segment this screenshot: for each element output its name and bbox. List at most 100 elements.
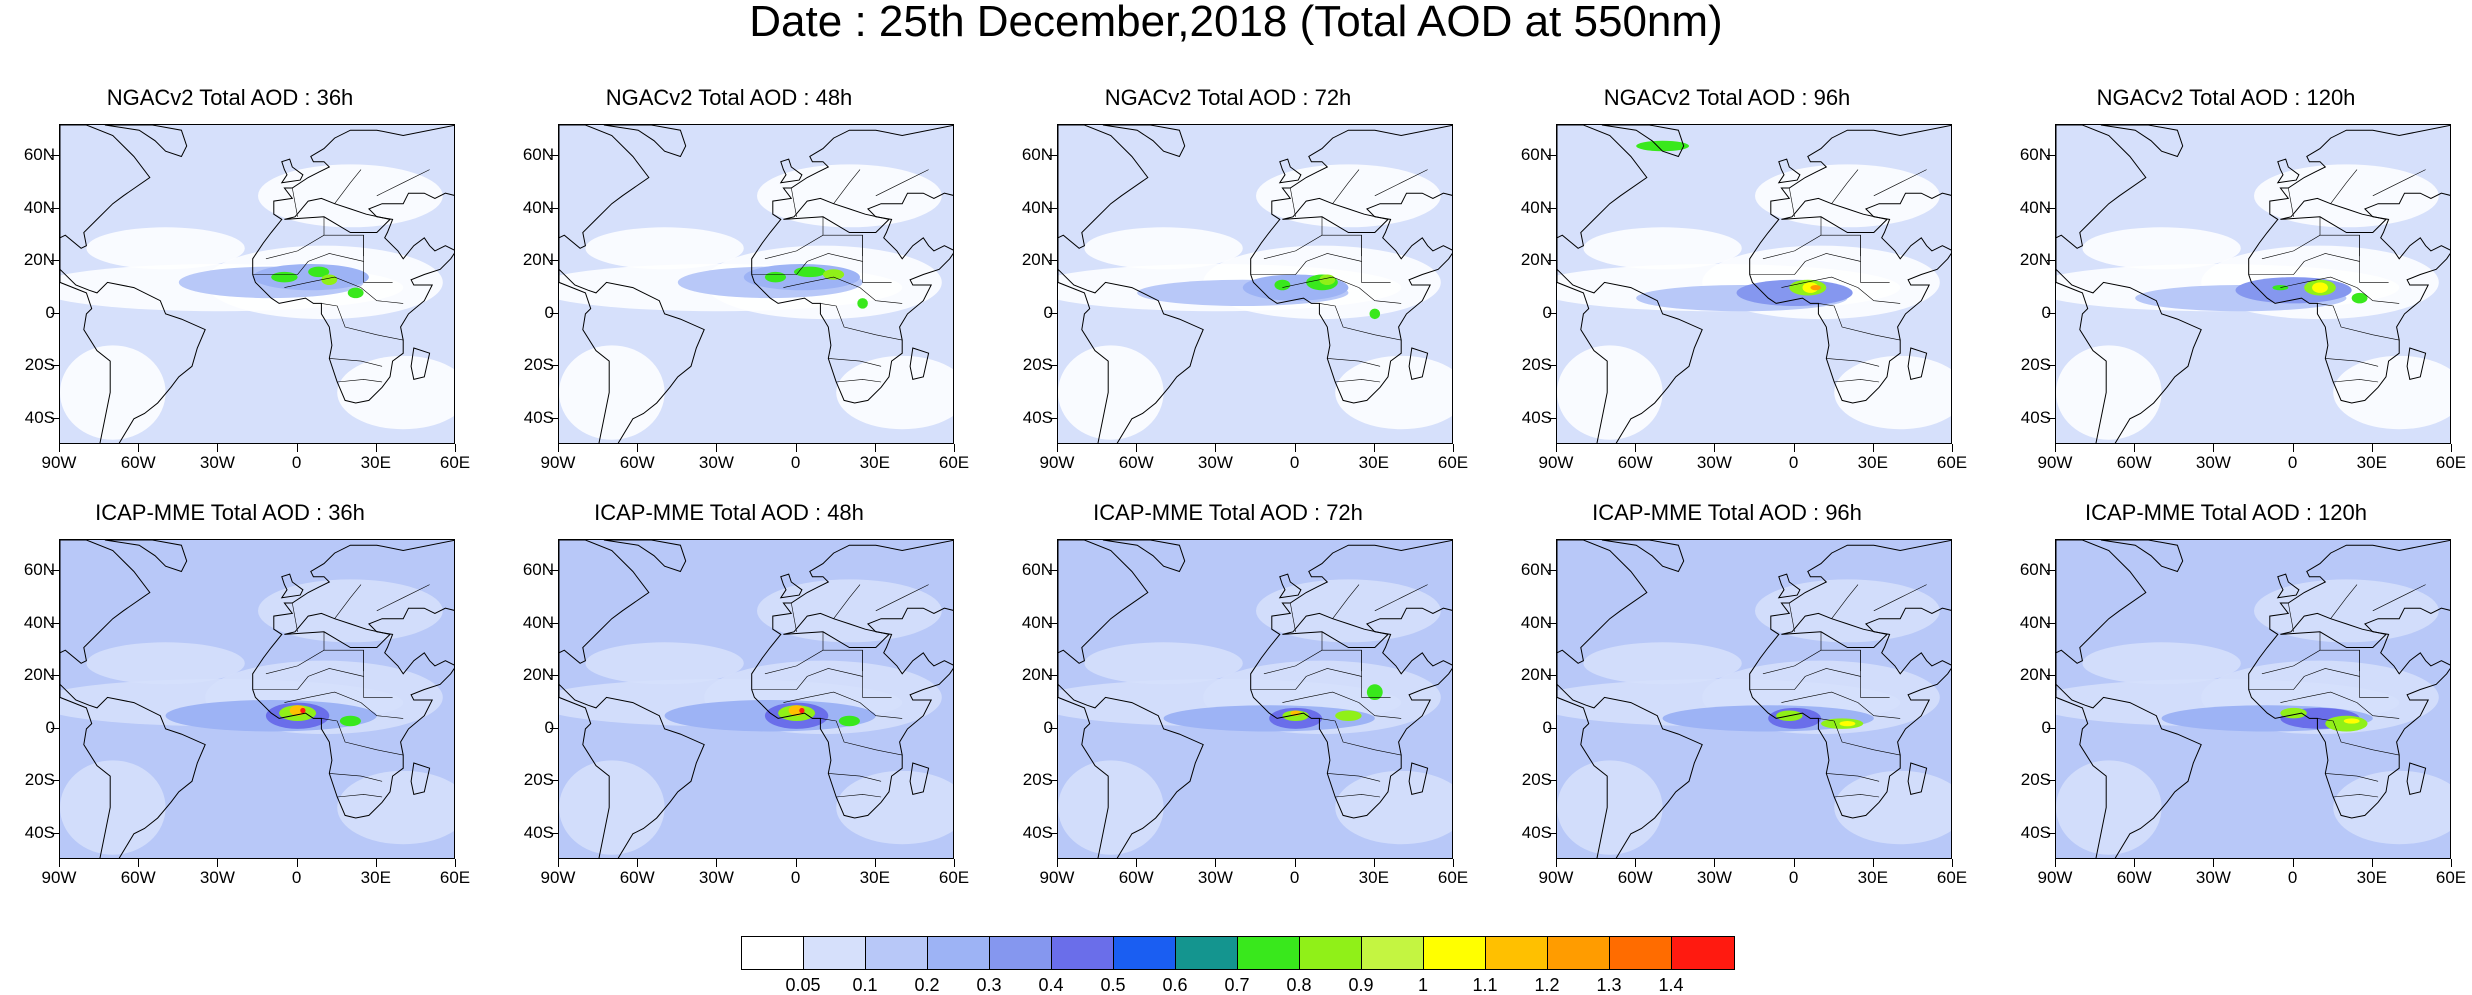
- latitude-label: 0: [494, 718, 554, 737]
- aod-plume: [252, 264, 369, 291]
- aod-plume: [838, 715, 860, 727]
- longitude-tick: [874, 444, 876, 452]
- coastline: [60, 540, 206, 858]
- longitude-tick: [1793, 859, 1795, 867]
- panel-title: NGACv2 Total AOD : 48h: [605, 85, 853, 110]
- longitude-tick: [2451, 444, 2452, 452]
- longitude-label: 60W: [1617, 868, 1653, 887]
- colorbar-tick-label: 1: [1417, 975, 1428, 995]
- latitude-label: 40N: [2019, 612, 2051, 632]
- aod-plume: [1662, 705, 1874, 732]
- longitude-tick: [1872, 859, 1874, 867]
- latitude-label: 40S: [1022, 407, 1053, 427]
- figure-title: Date : 25th December,2018 (Total AOD at …: [749, 0, 1723, 46]
- coastline: [1278, 158, 1302, 184]
- colorbar-tick-label: 0.05: [785, 975, 821, 995]
- longitude-tick: [217, 859, 219, 867]
- longitude-tick: [795, 859, 797, 867]
- aod-low-region: [2082, 642, 2241, 685]
- latitude-label: 20N: [23, 665, 55, 685]
- latitude-label: 0: [1492, 303, 1552, 322]
- country-border: [751, 668, 892, 698]
- longitude-label: 0: [1289, 453, 1300, 472]
- coastline: [1907, 347, 1928, 381]
- coastline: [1058, 125, 1204, 443]
- map-frame: [2055, 539, 2451, 859]
- latitude-label: 40N: [522, 612, 554, 632]
- country-border: [2288, 187, 2294, 217]
- latitude-tick: [2047, 675, 2055, 677]
- aod-low-region: [1058, 345, 1164, 440]
- country-border: [334, 584, 362, 619]
- latitude-label: 20S: [523, 770, 554, 790]
- aod-plume: [300, 707, 306, 714]
- latitude-tick: [550, 780, 558, 782]
- country-border: [2280, 276, 2400, 304]
- latitude-label: 20S: [24, 770, 55, 790]
- longitude-label: 30W: [199, 453, 235, 472]
- aod-colorbar: [741, 936, 1735, 970]
- longitude-tick: [375, 444, 377, 452]
- longitude-label: 0: [790, 868, 801, 887]
- colorbar-tick-label: 0.6: [1162, 975, 1188, 995]
- aod-plume: [764, 271, 787, 283]
- longitude-label: 60W: [120, 453, 156, 472]
- country-border: [334, 169, 362, 204]
- latitude-label: 40S: [24, 407, 55, 427]
- coastline-mediterranean: [783, 612, 891, 648]
- aod-plume: [339, 715, 361, 727]
- coastline: [1557, 125, 1703, 443]
- latitude-label: 20N: [1021, 665, 1053, 685]
- longitude-label: 60W: [1118, 453, 1154, 472]
- longitude-tick: [2213, 859, 2215, 867]
- longitude-label: 60E: [1936, 868, 1968, 887]
- latitude-label: 20S: [523, 355, 554, 375]
- map-panel: ICAP-MME Total AOD : 36h 60N 40N 20N 0 20S 40S…: [0, 501, 470, 921]
- longitude-label: 90W: [1538, 868, 1574, 887]
- coastline: [252, 540, 454, 819]
- country-border: [376, 169, 430, 197]
- longitude-label: 30E: [360, 453, 391, 472]
- country-border: [321, 303, 404, 341]
- country-border: [337, 379, 383, 383]
- country-border: [1831, 169, 1859, 204]
- coastline-mediterranean: [1781, 197, 1889, 233]
- coastline: [2100, 540, 2184, 573]
- map-frame: [1057, 124, 1453, 444]
- longitude-tick: [1714, 444, 1716, 452]
- latitude-tick: [550, 832, 558, 834]
- latitude-tick: [1548, 155, 1556, 157]
- panel-title: NGACv2 Total AOD : 120h: [2096, 85, 2356, 110]
- latitude-tick: [2047, 727, 2055, 729]
- latitude-label: 60N: [1021, 560, 1053, 580]
- coastline: [1408, 347, 1429, 381]
- coastline-mediterranean: [284, 197, 392, 233]
- longitude-tick: [1215, 859, 1217, 867]
- longitude-tick: [1635, 859, 1637, 867]
- panel-title: NGACv2 Total AOD : 36h: [106, 85, 354, 110]
- colorbar-swatch: [1424, 937, 1486, 969]
- longitude-label: 30E: [1358, 868, 1389, 887]
- country-border: [783, 691, 903, 719]
- longitude-tick: [1556, 859, 1557, 867]
- longitude-tick: [1453, 444, 1454, 452]
- latitude-label: 40N: [1520, 197, 1552, 217]
- country-border: [1335, 379, 1381, 383]
- coastline-mediterranean: [284, 612, 392, 648]
- longitude-label: 60E: [439, 868, 471, 887]
- country-border: [1282, 691, 1402, 719]
- country-border: [828, 358, 882, 367]
- longitude-tick: [637, 444, 639, 452]
- map-panel: ICAP-MME Total AOD : 48h 60N 40N 20N 0 20S 40S…: [499, 501, 969, 921]
- colorbar-swatch: [1672, 937, 1734, 969]
- colorbar-swatch: [1486, 937, 1548, 969]
- colorbar-swatch: [804, 937, 866, 969]
- coastline-mediterranean: [2280, 612, 2388, 648]
- longitude-tick: [1215, 444, 1217, 452]
- latitude-tick: [2047, 207, 2055, 209]
- latitude-tick: [2047, 417, 2055, 419]
- latitude-label: 60N: [23, 560, 55, 580]
- country-border: [791, 602, 797, 632]
- aod-map: [1058, 125, 1452, 443]
- longitude-tick: [558, 859, 559, 867]
